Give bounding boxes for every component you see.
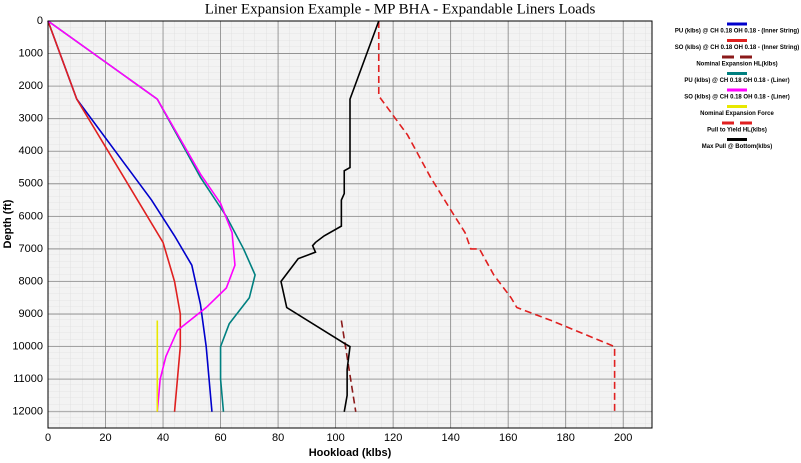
legend-label: Nominal Expansion HL(klbs) (696, 62, 777, 68)
legend-label: Pull to Yield HL(klbs) (707, 128, 767, 134)
legend-swatch (727, 138, 747, 141)
y-tick-label: 7000 (19, 243, 43, 255)
series-line (377, 21, 616, 412)
y-tick-label: 11000 (13, 373, 43, 385)
x-tick-label: 160 (499, 432, 517, 444)
x-tick-label: 180 (557, 432, 575, 444)
legend-label: Nominal Expansion Force (700, 111, 774, 117)
minor-grid (48, 21, 652, 428)
y-tick-label: 8000 (19, 275, 43, 287)
legend-label: PU (klbs) @ CH 0.18 OH 0.18 - (Liner) (684, 78, 789, 84)
series-line (340, 320, 357, 412)
legend-label: SO (klbs) @ CH 0.18 OH 0.18 - (Liner) (684, 95, 790, 101)
y-tick-label: 6000 (19, 210, 43, 222)
y-axis-label: Depth (ft) (2, 199, 14, 248)
series-line (47, 20, 236, 412)
chart-title: Liner Expansion Example - MP BHA - Expan… (205, 1, 596, 17)
x-tick-label: 0 (45, 432, 51, 444)
y-tick-label: 1000 (19, 47, 43, 59)
y-tick-label: 4000 (19, 145, 43, 157)
y-tick-label: 10000 (12, 341, 43, 353)
x-tick-label: 140 (441, 432, 459, 444)
legend-label: PU (klbs) @ CH 0.18 OH 0.18 - (Inner Str… (675, 29, 799, 35)
legend-swatch (727, 22, 747, 26)
x-tick-label: 60 (214, 432, 226, 444)
legend-label: SO (klbs) @ CH 0.18 OH 0.18 - (Inner Str… (675, 45, 800, 51)
y-tick-label: 5000 (19, 178, 43, 190)
legend-label: Max Pull @ Bottom(klbs) (702, 144, 773, 150)
y-tick-label: 12000 (12, 406, 43, 418)
x-tick-label: 80 (272, 432, 284, 444)
series-line (280, 20, 380, 412)
plot-border (47, 20, 653, 429)
x-tick-label: 200 (614, 432, 632, 444)
x-axis-label: Hookload (klbs) (309, 447, 392, 459)
legend-swatch (722, 121, 734, 125)
legend-swatch (722, 55, 734, 59)
y-tick-label: 0 (37, 15, 43, 27)
legend-swatch (727, 39, 747, 42)
y-tick-label: 2000 (19, 80, 43, 92)
series-line (47, 20, 256, 412)
legend-swatch (727, 88, 747, 92)
y-tick-label: 9000 (19, 308, 43, 320)
x-tick-label: 20 (99, 432, 111, 444)
legend-swatch (740, 55, 752, 59)
y-tick-label: 3000 (19, 113, 43, 125)
legend-swatch (727, 72, 747, 75)
legend-swatch (740, 121, 752, 125)
legend-swatch (727, 105, 747, 108)
series-line (47, 20, 182, 412)
series-line (47, 20, 213, 412)
x-tick-label: 120 (384, 432, 402, 444)
x-tick-label: 100 (326, 432, 344, 444)
x-tick-label: 40 (157, 432, 169, 444)
